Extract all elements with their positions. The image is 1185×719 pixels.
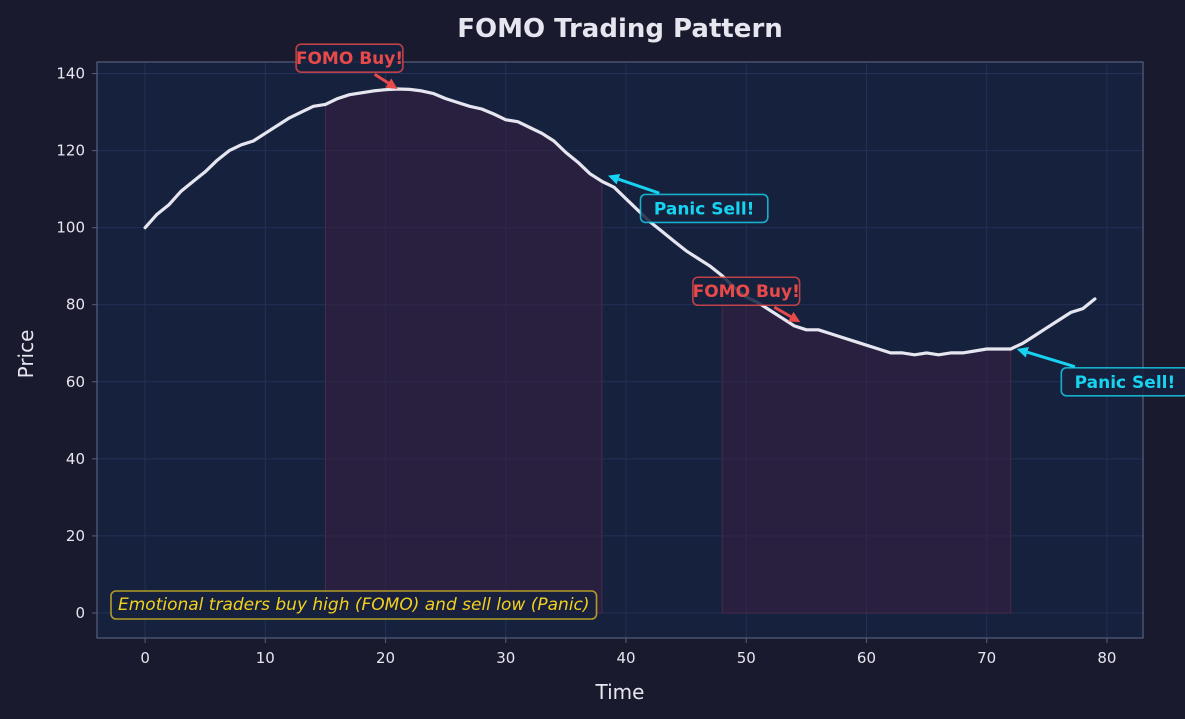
x-tick-label: 30 <box>496 649 515 667</box>
x-tick-label: 60 <box>857 649 876 667</box>
annotation-box <box>295 43 404 73</box>
x-tick-label: 80 <box>1097 649 1116 667</box>
annotation-arrowhead <box>607 173 621 185</box>
annotation-arrow <box>617 177 660 195</box>
x-tick-label: 40 <box>616 649 635 667</box>
x-axis-ticks: 0 10 20 30 40 50 60 70 80 <box>140 638 1116 667</box>
chart-title: FOMO Trading Pattern <box>457 14 783 44</box>
x-tick-label: 0 <box>140 649 150 667</box>
price-line <box>143 87 1097 357</box>
annotation-sell: Panic Sell! <box>1016 346 1185 397</box>
series-group <box>143 87 1097 357</box>
shaded-regions <box>324 88 1012 614</box>
note-box: Emotional traders buy high (FOMO) and se… <box>110 590 598 620</box>
plot-frame <box>96 61 1144 639</box>
annotation-buy: FOMO Buy! <box>295 43 404 89</box>
annotation-label: FOMO Buy! <box>296 49 403 69</box>
annotation-sell: Panic Sell! <box>607 173 769 224</box>
y-tick-label: 20 <box>66 527 85 545</box>
annotation-label: Panic Sell! <box>1075 373 1176 393</box>
note-frame <box>110 590 598 620</box>
annotation-label: FOMO Buy! <box>693 282 800 302</box>
y-tick-label: 0 <box>75 604 85 622</box>
annotation-arrow <box>773 305 792 318</box>
annotation-box <box>1060 366 1185 397</box>
x-tick-label: 20 <box>376 649 395 667</box>
y-tick-label: 140 <box>56 65 85 83</box>
x-tick-label: 10 <box>256 649 275 667</box>
y-tick-label: 80 <box>66 296 85 314</box>
y-axis-ticks: 0 20 40 60 80 100 120 140 <box>56 65 97 622</box>
x-tick-label: 50 <box>737 649 756 667</box>
annotation-box <box>639 193 769 224</box>
annotation-box <box>692 276 801 307</box>
annotation-arrow <box>373 73 390 85</box>
annotation-arrowhead <box>1016 346 1029 358</box>
y-tick-label: 60 <box>66 373 85 391</box>
note-text: Emotional traders buy high (FOMO) and se… <box>118 595 590 615</box>
y-tick-label: 100 <box>56 219 85 237</box>
annotation-buy: FOMO Buy! <box>692 276 801 323</box>
annotations: FOMO Buy! Panic Sell! FOMO Buy! Panic Sell! <box>295 43 1185 397</box>
x-axis-title: Time <box>595 680 645 704</box>
x-tick-label: 70 <box>977 649 996 667</box>
annotation-arrow <box>1026 350 1076 369</box>
shaded-region <box>324 88 603 614</box>
annotation-arrowhead <box>385 78 398 89</box>
y-tick-label: 120 <box>56 142 85 160</box>
y-axis-title: Price <box>14 330 38 379</box>
annotation-label: Panic Sell! <box>654 199 755 219</box>
y-tick-label: 40 <box>66 450 85 468</box>
annotation-arrowhead <box>788 311 801 323</box>
